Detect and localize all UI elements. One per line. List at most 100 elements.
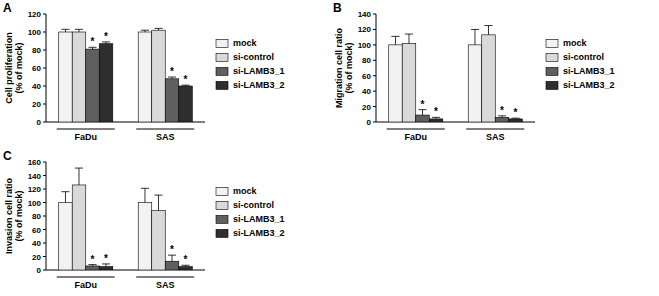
legend: mocksi-controlsi-LAMB3_1si-LAMB3_2 <box>216 38 285 90</box>
significance-mark: * <box>91 36 95 47</box>
legend-swatch <box>216 229 228 237</box>
y-tick-label: 140 <box>358 10 372 19</box>
y-tick-label: 120 <box>28 185 42 194</box>
error-bar <box>154 28 162 30</box>
bar <box>495 117 509 122</box>
error-bar <box>75 29 83 32</box>
significance-mark: * <box>91 254 95 265</box>
bar <box>509 119 523 122</box>
axis-title: Invasion cell ratio <box>4 177 14 254</box>
error-bar <box>88 265 96 266</box>
error-bar <box>391 36 399 44</box>
legend: mocksi-controlsi-LAMB3_1si-LAMB3_2 <box>216 186 285 238</box>
group-bracket <box>57 129 115 130</box>
y-tick-label: 0 <box>37 118 42 127</box>
bar <box>86 266 100 270</box>
legend-swatch <box>216 53 228 61</box>
error-bar <box>471 29 479 44</box>
error-bar <box>141 188 149 202</box>
y-tick <box>43 162 46 163</box>
y-axis <box>376 14 377 122</box>
significance-mark: * <box>104 253 108 264</box>
y-tick-label: 20 <box>32 100 41 109</box>
y-tick <box>373 122 376 123</box>
y-tick <box>43 50 46 51</box>
bars <box>59 168 193 270</box>
figure: ACell proliferation(% of mock)0204060801… <box>0 0 659 296</box>
y-tick <box>43 32 46 33</box>
y-tick-label: 40 <box>32 239 41 248</box>
y-tick <box>43 68 46 69</box>
bar <box>152 30 166 122</box>
y-tick-label: 0 <box>367 118 372 127</box>
group-bracket <box>57 277 115 278</box>
panel: CInvasion cell ratio(% of mock)020406080… <box>3 149 285 290</box>
bar <box>468 45 482 122</box>
y-tick-label: 40 <box>362 87 371 96</box>
y-tick <box>373 14 376 15</box>
x-tick-label: SAS <box>156 132 175 142</box>
bar <box>99 267 113 270</box>
x-tick-label: FaDu <box>405 132 428 142</box>
error-bar <box>141 30 149 32</box>
bar <box>152 211 166 270</box>
significance-mark: * <box>434 106 438 117</box>
error-bar <box>418 110 426 115</box>
legend-label: si-LAMB3_2 <box>233 80 285 90</box>
panel-label: B <box>333 1 342 15</box>
y-tick <box>43 175 46 176</box>
axis-title: Migration cell ratio <box>334 27 344 108</box>
significance-mark: * <box>104 31 108 42</box>
y-tick-label: 100 <box>28 28 42 37</box>
legend-label: si-LAMB3_2 <box>563 80 615 90</box>
bar <box>179 267 193 270</box>
bar <box>99 44 113 122</box>
y-tick-label: 80 <box>362 56 371 65</box>
group-bracket <box>466 129 524 130</box>
legend-label: mock <box>563 38 588 48</box>
x-tick-label: SAS <box>486 132 505 142</box>
y-tick-label: 100 <box>28 199 42 208</box>
bar <box>138 32 152 122</box>
axis-title: (% of mock) <box>14 190 24 241</box>
legend-label: si-LAMB3_1 <box>233 214 285 224</box>
legend-label: si-control <box>233 200 274 210</box>
bar <box>482 35 496 122</box>
significance-mark: * <box>170 66 174 77</box>
legend-label: si-LAMB3_1 <box>233 66 285 76</box>
error-bar <box>405 34 413 43</box>
bar <box>179 86 193 122</box>
error-bar <box>432 117 440 119</box>
bar <box>402 43 416 122</box>
panel-label: A <box>3 1 12 15</box>
legend-swatch <box>216 187 228 195</box>
legend-label: si-control <box>563 52 604 62</box>
y-tick-label: 60 <box>32 64 41 73</box>
group-bracket <box>136 129 194 130</box>
bar <box>416 115 430 122</box>
annotations: **** <box>91 244 188 265</box>
error-bar <box>102 264 110 267</box>
error-bar <box>102 42 110 44</box>
y-tick-label: 60 <box>362 72 371 81</box>
legend-swatch <box>546 81 558 89</box>
bars <box>59 28 193 122</box>
y-tick-label: 40 <box>32 82 41 91</box>
y-tick <box>43 202 46 203</box>
annotations: **** <box>421 99 518 118</box>
axis-title: (% of mock) <box>344 42 354 93</box>
x-tick-label: FaDu <box>75 280 98 290</box>
legend-swatch <box>546 53 558 61</box>
error-bar <box>498 116 506 118</box>
x-tick-label: SAS <box>156 280 175 290</box>
y-tick <box>373 44 376 45</box>
bar <box>138 203 152 271</box>
legend-label: si-LAMB3_1 <box>563 66 615 76</box>
y-tick <box>43 189 46 190</box>
bar <box>165 79 179 122</box>
y-tick-label: 60 <box>32 226 41 235</box>
legend-label: mock <box>233 38 258 48</box>
y-tick <box>43 243 46 244</box>
bar <box>72 185 86 270</box>
significance-mark: * <box>170 244 174 255</box>
